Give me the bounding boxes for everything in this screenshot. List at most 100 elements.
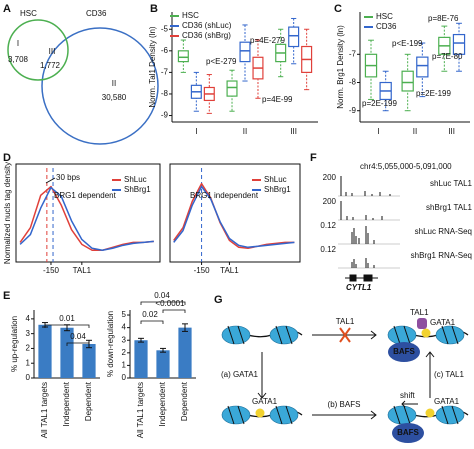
gata1: [425, 408, 435, 418]
y-axis-label: % down-regulation: [106, 311, 115, 377]
state-label: BAFS: [393, 347, 415, 356]
y-tick-label: 3: [26, 329, 31, 338]
x-tick-label: TAL1: [220, 266, 239, 275]
transition-arrow: [312, 410, 377, 420]
bafs: [392, 423, 424, 443]
dna-wrap: [441, 325, 459, 345]
annotation: p=8E-76: [428, 14, 459, 23]
nucleosome: [221, 405, 251, 425]
venn-circle: [41, 27, 159, 145]
y-tick-label: 4: [26, 314, 31, 323]
nucleosome: [435, 325, 465, 345]
track-name: shBrg1 TAL1: [426, 203, 473, 212]
legend-label: ShLuc: [264, 175, 287, 184]
y-tick-label: 4: [122, 323, 127, 332]
panel-label: E: [3, 290, 10, 302]
x-tick-label: Dependent: [84, 381, 93, 421]
annotation: p=4E-99: [262, 95, 293, 104]
blocked-mark: [339, 327, 351, 343]
y-tick-label: 0: [26, 373, 31, 382]
nucleosome: [269, 325, 299, 345]
dna-wrap: [275, 325, 293, 345]
x-tick-label: Independent: [62, 381, 71, 426]
gene-label: CYTL1: [346, 283, 372, 292]
region-count: 1,772: [40, 61, 61, 70]
bar: [82, 344, 96, 378]
track-name: shBrg1 RNA-Seq: [411, 251, 472, 260]
state-label: GATA1: [252, 397, 278, 406]
region-count: 30,580: [102, 93, 127, 102]
y-tick-label: -9: [349, 106, 357, 115]
y-tick-label: -7: [161, 68, 169, 77]
set-label: HSC: [20, 9, 37, 18]
y-axis-label: Normalized nucls tag density: [3, 162, 12, 264]
track-scale: 0.12: [320, 245, 336, 254]
tal1: [417, 318, 427, 329]
legend-label: HSC: [182, 11, 199, 20]
dna-wrap: [275, 405, 293, 425]
y-tick-label: 1: [122, 361, 127, 370]
bracket: [66, 342, 90, 346]
track-name: shLuc RNA-Seq: [415, 227, 472, 236]
x-tick-label: All TAL1 targets: [40, 382, 49, 438]
region-name: II: [112, 79, 116, 88]
panel-label: C: [334, 3, 342, 15]
y-tick-label: 5: [122, 310, 127, 319]
panel-label: A: [3, 3, 11, 15]
state-label: GATA1: [434, 397, 460, 406]
track-peaks: [351, 258, 375, 268]
panel-label: B: [150, 3, 158, 15]
shift-arrow: [401, 400, 418, 408]
y-tick-label: 3: [122, 335, 127, 344]
x-tick-label: All TAL1 targets: [136, 382, 145, 438]
nucleosome: [221, 325, 251, 345]
legend-label: ShBrg1: [264, 185, 291, 194]
bar: [134, 340, 148, 378]
bracket: [44, 324, 90, 328]
line: [19, 186, 154, 251]
bar: [178, 327, 192, 378]
state-label: GATA1: [430, 318, 456, 327]
track-name: shLuc TAL1: [430, 179, 473, 188]
annotation: BRG1 independent: [190, 191, 259, 200]
x-tick-label: III: [448, 127, 455, 136]
box: [177, 50, 189, 63]
region-count: 3,708: [8, 55, 29, 64]
dna-wrap: [441, 405, 459, 425]
y-tick-label: -9: [161, 111, 169, 120]
panel-label: G: [214, 294, 223, 306]
box: [452, 33, 466, 55]
track-scale: 200: [323, 173, 337, 182]
track-scale: 0.12: [320, 221, 336, 230]
y-axis-label: Norm. Tal1 Density (ln): [148, 26, 157, 108]
y-tick-label: 0: [122, 373, 127, 382]
arrow-label: (c) TAL1: [434, 370, 464, 379]
annotation: p=2E-199: [362, 99, 397, 108]
x-tick-label: -150: [194, 266, 211, 275]
region-name: I: [17, 39, 19, 48]
y-tick-label: -5: [161, 24, 169, 33]
line: [173, 182, 295, 250]
bracket: [162, 309, 186, 313]
dna-wrap: [227, 325, 245, 345]
gene-exon: [363, 274, 373, 282]
bracket: [140, 301, 186, 305]
y-tick-label: 2: [122, 348, 127, 357]
transition-arrow: [425, 351, 435, 398]
box: [239, 41, 251, 63]
track-scale: 200: [323, 197, 337, 206]
annotation: <0.0001: [155, 299, 185, 308]
annotation: BRG1 dependent: [54, 191, 117, 200]
annotation: 0.02: [142, 310, 158, 319]
y-tick-label: -8: [349, 78, 357, 87]
x-tick-label: II: [413, 127, 417, 136]
track-peaks: [340, 201, 383, 220]
bracket: [140, 320, 164, 324]
gata1: [421, 328, 431, 338]
y-tick-label: 1: [26, 358, 31, 367]
box: [288, 26, 300, 48]
annotation: p<E-279: [206, 57, 237, 66]
y-axis-label: Norm. Brg1 Density (ln): [336, 25, 345, 109]
box: [416, 56, 429, 78]
